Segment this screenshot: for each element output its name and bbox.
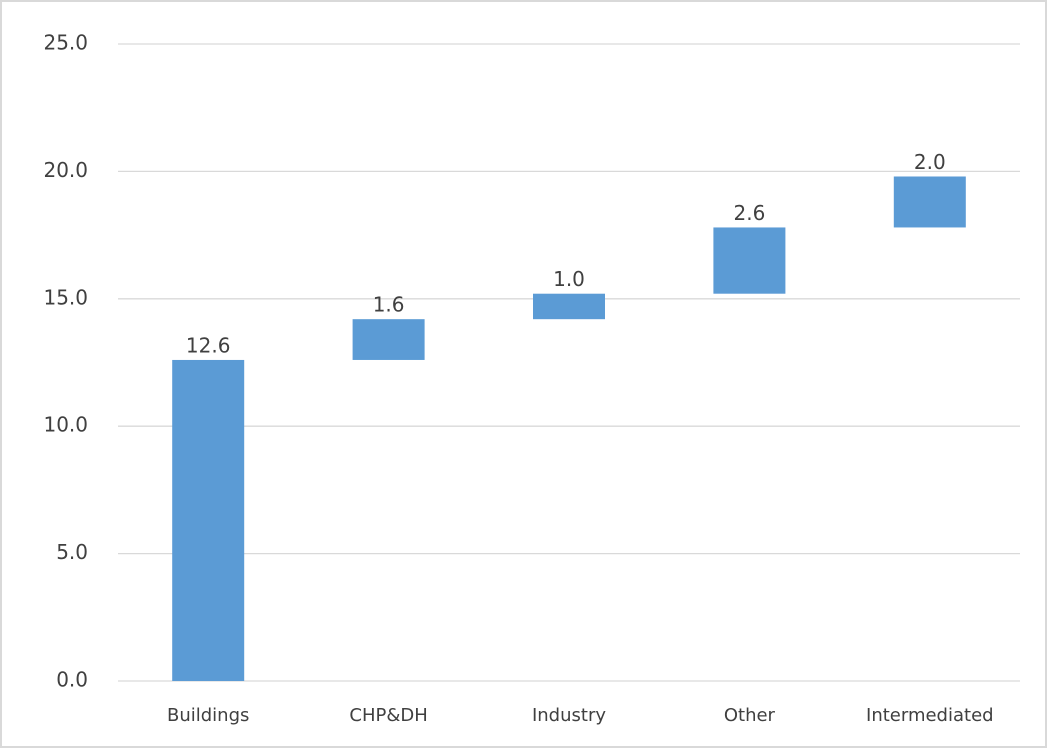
- x-tick-label: Other: [724, 705, 776, 726]
- y-tick-label: 15.0: [43, 285, 88, 309]
- data-label: 1.6: [373, 293, 405, 317]
- y-tick-label: 10.0: [43, 413, 88, 437]
- bar: [893, 176, 966, 228]
- data-label: 2.6: [733, 201, 765, 225]
- bar: [172, 359, 245, 681]
- x-tick-label: Buildings: [167, 705, 249, 726]
- y-tick-label: 25.0: [43, 31, 88, 55]
- data-label: 2.0: [914, 150, 946, 174]
- x-tick-label: Intermediated: [866, 705, 994, 726]
- bar: [713, 227, 786, 294]
- x-tick-label: Industry: [532, 705, 606, 726]
- y-tick-label: 20.0: [43, 158, 88, 182]
- data-label: 1.0: [553, 267, 585, 291]
- bar: [352, 319, 425, 360]
- bar: [533, 293, 605, 320]
- data-label: 12.6: [186, 333, 231, 357]
- x-tick-label: CHP&DH: [349, 705, 427, 726]
- y-tick-label: 0.0: [56, 668, 88, 692]
- y-tick-label: 5.0: [56, 540, 88, 564]
